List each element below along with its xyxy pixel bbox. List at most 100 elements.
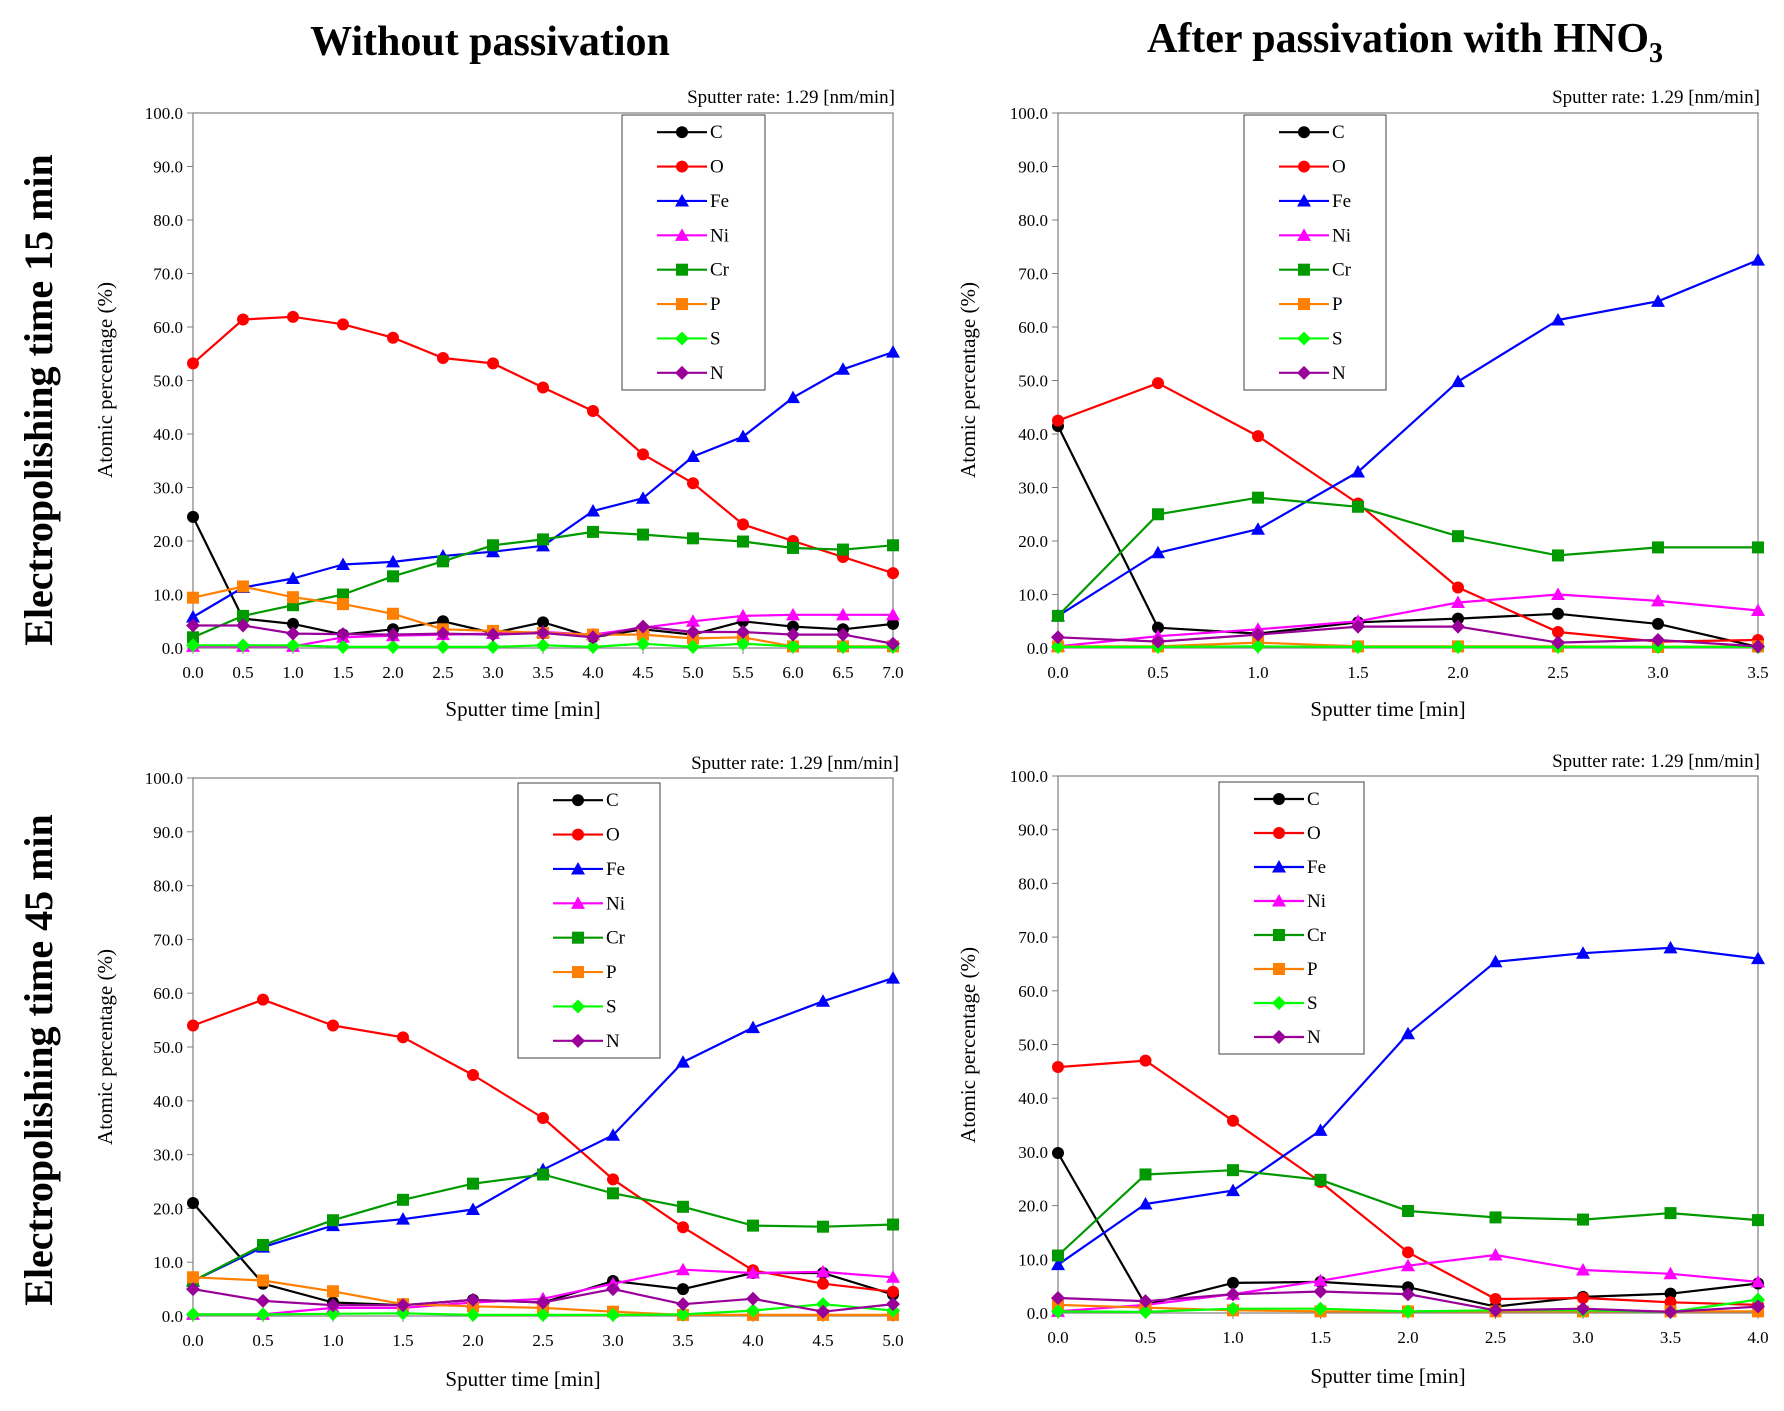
data-point-fe [386, 554, 400, 568]
legend-label-cr: Cr [1332, 260, 1352, 281]
data-point-n [1138, 1294, 1153, 1309]
data-point-n [1051, 630, 1065, 645]
data-point-n [1576, 1301, 1590, 1316]
data-point-cr [747, 1219, 759, 1232]
y-axis-label: Atomic percentage (%) [956, 947, 980, 1143]
legend-label-cr: Cr [606, 928, 626, 949]
data-point-fe [886, 345, 900, 358]
legend-label-cr: Cr [710, 260, 730, 281]
data-point-cr [467, 1177, 479, 1190]
y-tick-label: 40.0 [153, 1092, 183, 1111]
legend-marker-o [1273, 827, 1285, 839]
legend-label-fe: Fe [1307, 857, 1326, 878]
x-tick-label: 0.5 [1147, 663, 1168, 682]
x-tick-label: 0.5 [1135, 1328, 1156, 1347]
series-line-c [1057, 425, 1759, 648]
legend-label-p: P [710, 294, 721, 315]
data-point-o [187, 357, 199, 370]
data-point-s [236, 638, 250, 653]
data-point-n [236, 618, 250, 633]
data-point-fe [396, 1212, 410, 1225]
data-point-s [186, 1307, 200, 1322]
y-tick-label: 50.0 [1018, 372, 1048, 391]
legend-label-o: O [1307, 823, 1321, 844]
data-point-o [737, 518, 749, 531]
legend-marker-fe [1297, 193, 1311, 207]
data-point-n [436, 626, 450, 641]
data-point-ni [816, 1264, 830, 1278]
y-tick-label: 0.0 [1027, 1304, 1048, 1323]
data-point-cr [737, 535, 749, 548]
data-point-c [187, 510, 199, 523]
data-point-fe [1138, 1196, 1153, 1210]
legend-label-c: C [1307, 789, 1320, 810]
chart-panel-ep15-hno3: 0.0 10.0 20.0 30.0 40.0 50.0 60.0 70.0 80.0 90.0 1… [956, 87, 1769, 721]
data-point-c [1652, 617, 1664, 630]
data-point-s [486, 639, 500, 654]
legend: CO Fe Ni Cr PSN [517, 782, 661, 1059]
data-point-fe [1313, 1123, 1328, 1136]
legend-label-n: N [710, 363, 724, 384]
data-point-n [386, 627, 400, 642]
series-cr [187, 1168, 899, 1288]
data-point-n [686, 624, 700, 639]
legend-label-n: N [606, 1031, 620, 1052]
data-point-cr [637, 528, 649, 541]
data-point-cr [887, 1218, 899, 1231]
data-point-o [1252, 430, 1264, 443]
x-tick-label: 3.5 [672, 1331, 693, 1350]
series-cr [1052, 1164, 1764, 1262]
chart-panel-ep45-hno3: 0.0 10.0 20.0 30.0 40.0 50.0 60.0 70.0 80.0 90.0 1… [956, 751, 1769, 1388]
legend-marker-c [676, 126, 688, 139]
legend-marker-cr [1298, 263, 1310, 276]
data-point-fe [336, 557, 350, 571]
data-point-fe [1751, 253, 1765, 266]
legend: CO Fe Ni Cr PSN [1218, 781, 1365, 1055]
y-tick-label: 70.0 [1018, 928, 1048, 947]
data-point-s [686, 639, 700, 654]
legend-label-fe: Fe [710, 191, 729, 212]
legend-marker-c [1273, 793, 1285, 805]
data-point-s [1226, 1301, 1240, 1316]
data-point-ni [1663, 1266, 1678, 1280]
data-point-c [787, 620, 799, 633]
data-point-cr [1752, 541, 1764, 554]
data-point-fe [1401, 1026, 1415, 1040]
y-tick-label: 70.0 [153, 265, 183, 284]
data-point-p [327, 1285, 339, 1298]
data-point-ni [1313, 1273, 1328, 1287]
data-point-s [536, 1307, 550, 1322]
y-tick-label: 10.0 [1018, 1250, 1048, 1269]
data-point-n [886, 636, 900, 651]
data-point-s [336, 639, 350, 654]
data-point-n [486, 627, 500, 642]
data-point-cr [397, 1193, 409, 1206]
data-point-cr [887, 539, 899, 552]
data-point-ni [1488, 1248, 1503, 1261]
data-point-cr [1227, 1164, 1239, 1177]
y-tick-label: 30.0 [153, 1146, 183, 1165]
data-point-cr [677, 1200, 689, 1213]
sputter-rate-label: Sputter rate: 1.29 [nm/min] [1552, 751, 1760, 772]
data-point-o [537, 1112, 549, 1125]
data-point-cr [1489, 1211, 1502, 1224]
y-tick-label: 30.0 [153, 479, 183, 498]
x-tick-label: 6.0 [782, 663, 803, 682]
data-point-s [326, 1306, 340, 1321]
y-tick-label: 0.0 [162, 1307, 183, 1326]
data-point-n [1401, 1287, 1415, 1302]
data-point-o [677, 1221, 689, 1234]
x-axis-label: Sputter time [min] [445, 1367, 600, 1391]
legend-marker-p [1298, 298, 1310, 311]
data-point-n [466, 1292, 480, 1307]
data-point-n [1488, 1303, 1503, 1318]
data-point-n [1751, 639, 1765, 654]
y-tick-label: 40.0 [153, 425, 183, 444]
data-point-n [786, 627, 800, 642]
data-point-fe [1226, 1183, 1240, 1197]
data-point-fe [816, 994, 830, 1007]
data-point-n [1351, 619, 1365, 634]
series-cr [1052, 491, 1764, 622]
x-tick-label: 3.0 [1572, 1328, 1593, 1347]
data-point-ni [1751, 1274, 1765, 1288]
